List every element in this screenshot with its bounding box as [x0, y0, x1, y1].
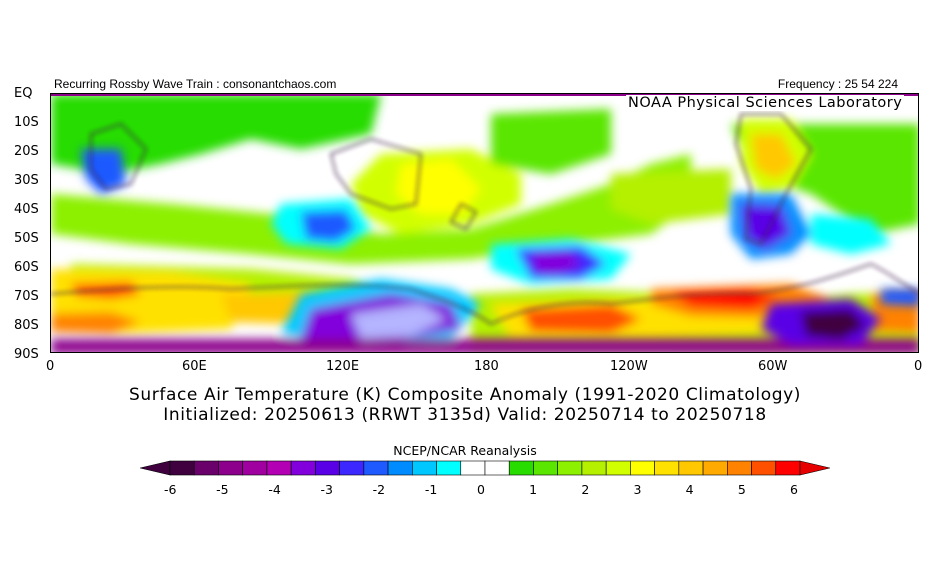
colorbar-swatch: [581, 460, 607, 476]
colorbar-over-arrow: [799, 460, 830, 476]
lat-label-70s: 70S: [14, 289, 39, 304]
colorbar-swatch: [387, 460, 413, 476]
coastlines: [51, 113, 918, 325]
colorbar-swatch: [218, 460, 243, 476]
noaa-label: NOAA Physical Sciences Laboratory: [626, 95, 905, 111]
colorbar-swatch: [436, 460, 462, 476]
lon-label-120w: 120W: [610, 359, 648, 374]
map-title: Surface Air Temperature (K) Composite An…: [129, 385, 801, 405]
colorbar-swatch: [751, 460, 777, 476]
colorbar-swatch: [193, 460, 219, 476]
colorbar-under-arrow: [140, 460, 171, 476]
lat-label-90s: 90S: [14, 347, 39, 362]
colorbar-swatch: [315, 460, 340, 476]
colorbar-swatch: [654, 460, 680, 476]
colorbar-swatch: [605, 460, 631, 476]
lat-label-30s: 30S: [14, 173, 39, 188]
colorbar-tick-label: -3: [320, 482, 333, 497]
colorbar-swatch: [484, 460, 510, 476]
colorbar-tick-label: 3: [633, 482, 642, 497]
lon-label-0-right: 0: [914, 359, 923, 374]
colorbar-swatch: [533, 460, 558, 476]
colorbar-swatch: [412, 460, 437, 476]
colorbar-title: NCEP/NCAR Reanalysis: [393, 443, 537, 458]
colorbar-swatch: [266, 460, 292, 476]
colorbar-swatch: [339, 460, 365, 476]
colorbar-swatch: [460, 460, 486, 476]
colorbar-tick-label: -5: [216, 482, 229, 497]
colorbar-swatch: [242, 460, 268, 476]
lat-label-60s: 60S: [14, 260, 39, 275]
header-source-text: Recurring Rossby Wave Train : consonantc…: [54, 77, 337, 91]
colorbar: [140, 460, 830, 476]
lat-label-20s: 20S: [14, 144, 39, 159]
lat-label-50s: 50S: [14, 231, 39, 246]
map-subtitle: Initialized: 20250613 (RRWT 3135d) Valid…: [163, 405, 767, 425]
negative-anomaly-field: [51, 149, 918, 352]
lat-label-10s: 10S: [14, 115, 39, 130]
colorbar-swatch: [678, 460, 704, 476]
colorbar-tick-label: 1: [529, 482, 538, 497]
colorbar-tick-label: 4: [685, 482, 694, 497]
colorbar-tick-label: 6: [790, 482, 798, 497]
lon-label-60w: 60W: [758, 359, 788, 374]
colorbar-swatch: [508, 460, 534, 476]
lat-label-40s: 40S: [14, 202, 39, 217]
lat-label-eq: EQ: [14, 86, 33, 101]
lat-label-80s: 80S: [14, 318, 39, 333]
colorbar-tick-label: 0: [477, 482, 485, 497]
colorbar-tick-label: -6: [164, 482, 177, 497]
colorbar-swatch: [630, 460, 655, 476]
map-panel: [50, 93, 919, 353]
colorbar-swatch: [363, 460, 389, 476]
colorbar-tick-label: -1: [424, 482, 438, 497]
colorbar-tick-label: -4: [268, 482, 281, 497]
colorbar-tick-label: 2: [581, 482, 590, 497]
anomaly-map: [51, 94, 918, 352]
colorbar-swatch: [169, 460, 195, 476]
colorbar-swatch: [702, 460, 728, 476]
lon-label-0-left: 0: [46, 359, 55, 374]
header-frequency-text: Frequency : 25 54 224: [777, 77, 898, 91]
lon-label-60e: 60E: [182, 359, 207, 374]
colorbar-tick-label: -2: [372, 482, 386, 497]
colorbar-swatch: [557, 460, 583, 476]
lon-label-180: 180: [474, 359, 499, 374]
colorbar-swatch: [775, 460, 801, 476]
lon-label-120e: 120E: [326, 359, 360, 374]
colorbar-swatch: [290, 460, 316, 476]
colorbar-tick-label: 5: [737, 482, 746, 497]
colorbar-swatch: [727, 460, 752, 476]
